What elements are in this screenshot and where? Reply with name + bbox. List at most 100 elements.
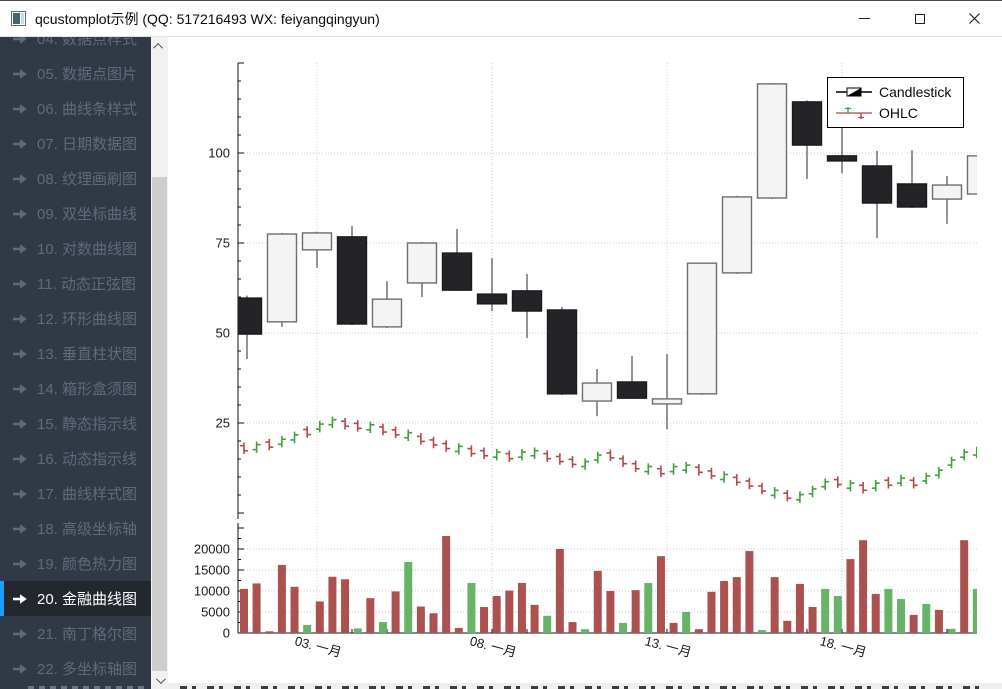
ohlc-bar: [972, 446, 977, 459]
ohlc-bar: [732, 474, 741, 486]
ohlc-bar: [656, 465, 665, 477]
legend-item-ohlc: OHLC: [836, 105, 955, 121]
sidebar-item[interactable]: 22. 多坐标轴图: [0, 651, 151, 686]
volume-bar: [972, 588, 977, 633]
sidebar-item[interactable]: 15. 静态指示线: [0, 406, 151, 441]
sidebar-item[interactable]: 05. 数据点图片: [0, 56, 151, 91]
ohlc-bar: [644, 463, 653, 475]
sidebar-item[interactable]: 12. 环形曲线图: [0, 301, 151, 336]
volume-series: [239, 535, 977, 633]
svg-text:75: 75: [216, 236, 230, 251]
sidebar-item[interactable]: 19. 颜色热力图: [0, 546, 151, 581]
ohlc-bar: [517, 448, 526, 461]
volume-bar: [492, 596, 501, 633]
sidebar-item-label: 13. 垂直柱状图: [37, 346, 138, 363]
volume-bar: [555, 549, 564, 633]
sidebar-item[interactable]: 16. 动态指示线: [0, 441, 151, 476]
ohlc-series: [239, 416, 977, 503]
arrow-right-icon: [13, 138, 27, 149]
sidebar-item[interactable]: 20. 金融曲线图: [0, 581, 151, 616]
volume-bar: [328, 576, 337, 633]
scrollbar-thumb[interactable]: [152, 177, 167, 689]
sidebar-item[interactable]: 11. 动态正弦图: [0, 266, 151, 301]
candle: [966, 155, 977, 195]
ohlc-bar: [404, 429, 413, 441]
ohlc-bar: [859, 482, 868, 494]
titlebar[interactable]: qcustomplot示例 (QQ: 517216493 WX: feiyang…: [0, 1, 1002, 37]
sidebar: 04. 数据点样式 05. 数据点图片 06. 曲线条样式 07. 日期数据图 08. …: [0, 37, 168, 689]
ohlc-bar: [543, 450, 552, 462]
volume-bar: [378, 622, 387, 633]
ohlc-bar: [922, 472, 931, 485]
arrow-right-icon: [13, 243, 27, 254]
candle: [238, 297, 263, 335]
volume-bar: [682, 612, 691, 633]
volume-bar: [353, 628, 362, 633]
volume-bar: [416, 606, 425, 633]
sidebar-item-label: 05. 数据点图片: [37, 66, 138, 83]
svg-text:18. 一月: 18. 一月: [818, 633, 868, 660]
volume-bar: [391, 591, 400, 633]
sidebar-item-label: 08. 纹理画刷图: [37, 171, 138, 188]
volume-bar: [897, 598, 906, 633]
volume-bar: [404, 562, 413, 633]
sidebar-item[interactable]: 14. 箱形盒须图: [0, 371, 151, 406]
ohlc-bar: [745, 477, 754, 490]
volume-bar: [467, 583, 476, 633]
financial-chart[interactable]: 25 50 75 100 0 5000 10000 15000 20000 03. 一月 08. 一…: [168, 37, 1002, 689]
candle: [651, 398, 683, 405]
volume-bar: [922, 604, 931, 633]
scroll-down-button[interactable]: [151, 671, 168, 689]
sidebar-item[interactable]: 21. 南丁格尔图: [0, 616, 151, 651]
ohlc-bar: [871, 479, 880, 492]
candle: [301, 232, 333, 251]
maximize-button[interactable]: [892, 1, 947, 36]
ohlc-bar: [720, 471, 729, 483]
candle: [861, 165, 893, 204]
sidebar-item[interactable]: 17. 曲线样式图: [0, 476, 151, 511]
sidebar-item-label: 15. 静态指示线: [37, 416, 138, 433]
ohlc-bar: [606, 449, 615, 462]
arrow-right-icon: [13, 313, 27, 324]
candle: [336, 236, 368, 325]
sidebar-item[interactable]: 07. 日期数据图: [0, 126, 151, 161]
ohlc-bar: [821, 478, 830, 490]
svg-text:03. 一月: 03. 一月: [293, 633, 343, 660]
arrow-right-icon: [13, 593, 27, 604]
ohlc-legend-icon: [836, 107, 872, 119]
minimize-button[interactable]: [837, 1, 892, 36]
candle: [931, 184, 963, 200]
volume-bar: [530, 604, 539, 633]
volume-bar: [833, 596, 842, 633]
ohlc-bar: [239, 442, 248, 454]
sidebar-item-label: 06. 曲线条样式: [37, 101, 138, 118]
scroll-up-button[interactable]: [151, 37, 168, 55]
svg-text:13. 一月: 13. 一月: [643, 633, 693, 660]
candlestick-series: [238, 83, 977, 430]
sidebar-item-label: 10. 对数曲线图: [37, 241, 138, 258]
window-title: qcustomplot示例 (QQ: 517216493 WX: feiyang…: [35, 10, 380, 27]
arrow-right-icon: [13, 68, 27, 79]
sidebar-item[interactable]: 10. 对数曲线图: [0, 231, 151, 266]
sidebar-item[interactable]: 18. 高级坐标轴: [0, 511, 151, 546]
sidebar-item[interactable]: 06. 曲线条样式: [0, 91, 151, 126]
clipped-text-row: [168, 683, 1002, 689]
volume-bar: [303, 625, 312, 633]
ohlc-bar: [568, 456, 577, 468]
sidebar-item[interactable]: 09. 双坐标曲线: [0, 196, 151, 231]
ohlc-bar: [429, 436, 438, 449]
ohlc-bar: [593, 451, 602, 464]
sidebar-item[interactable]: 13. 垂直柱状图: [0, 336, 151, 371]
candle: [826, 155, 858, 162]
close-button[interactable]: [947, 1, 1002, 36]
ohlc-bar: [391, 426, 400, 439]
sidebar-item[interactable]: 04. 数据点样式: [0, 37, 151, 56]
volume-bar: [808, 606, 817, 633]
sidebar-scrollbar[interactable]: [151, 37, 168, 689]
volume-bar: [543, 615, 552, 633]
sidebar-item[interactable]: 08. 纹理画刷图: [0, 161, 151, 196]
volume-bar: [732, 577, 741, 633]
ohlc-bar: [303, 426, 312, 438]
sidebar-item-label: 11. 动态正弦图: [37, 276, 136, 293]
